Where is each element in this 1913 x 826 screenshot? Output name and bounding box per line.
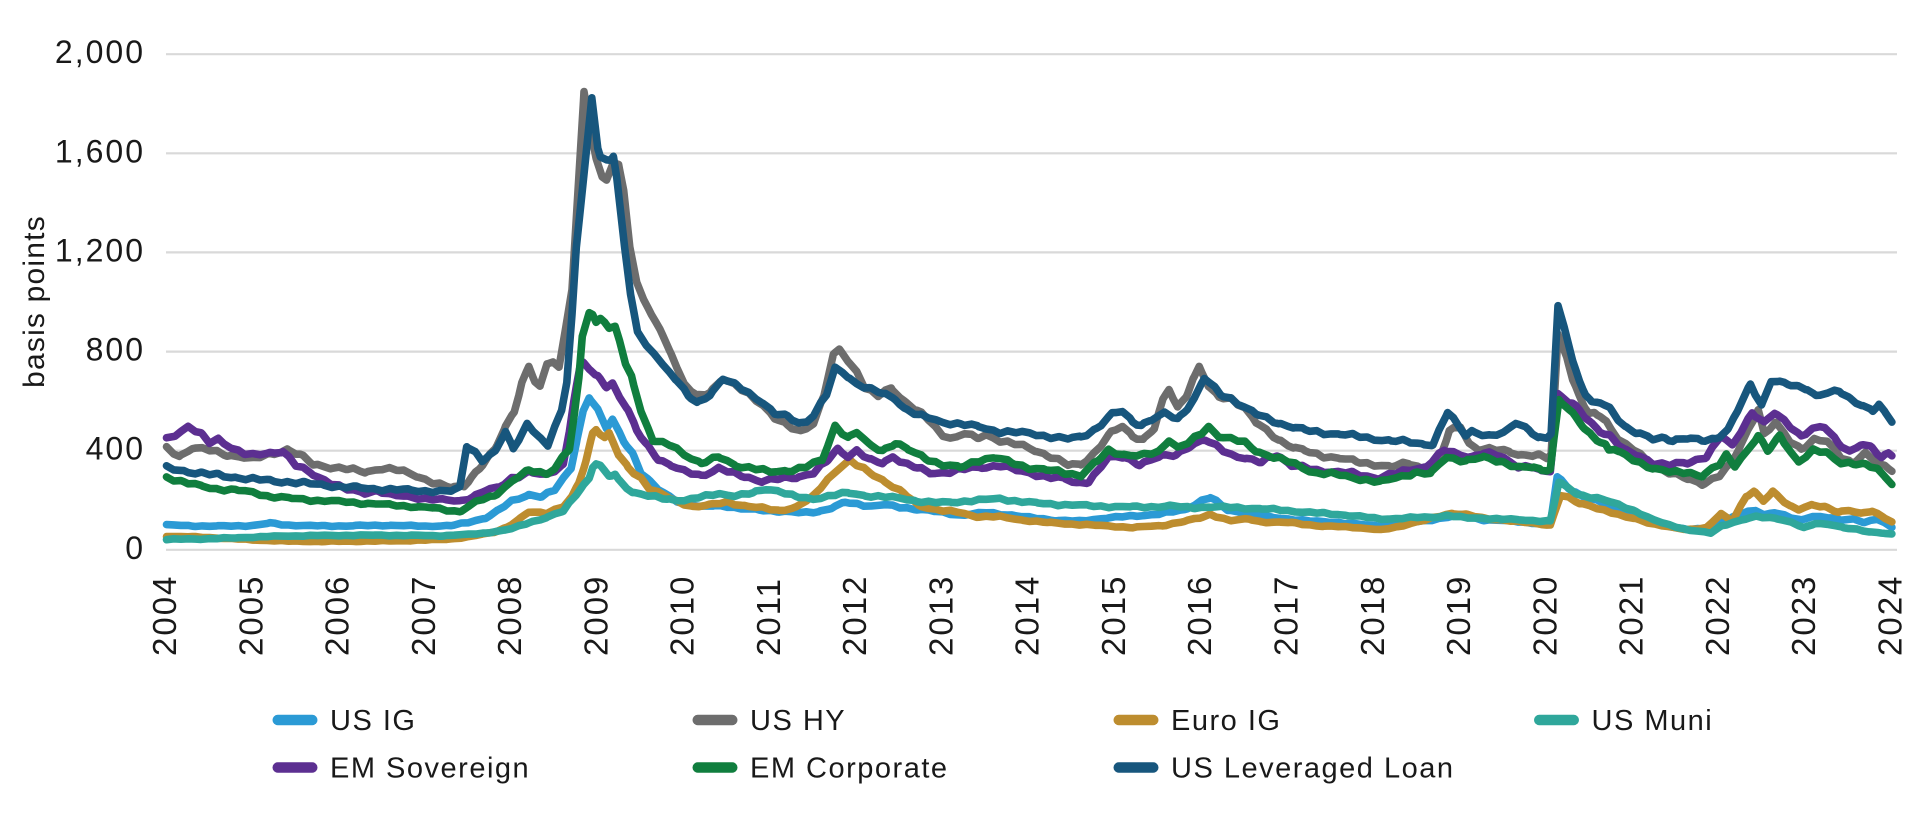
svg-text:2007: 2007 — [405, 575, 442, 656]
svg-text:2021: 2021 — [1613, 575, 1650, 656]
svg-text:EM Sovereign: EM Sovereign — [330, 753, 530, 785]
svg-text:US Muni: US Muni — [1592, 705, 1714, 737]
svg-text:2016: 2016 — [1181, 575, 1218, 656]
svg-text:0: 0 — [125, 530, 145, 566]
svg-text:2009: 2009 — [577, 575, 614, 656]
svg-text:1,200: 1,200 — [55, 232, 145, 268]
svg-text:2008: 2008 — [491, 575, 528, 656]
svg-text:US HY: US HY — [750, 705, 846, 737]
svg-text:US IG: US IG — [330, 705, 416, 737]
svg-text:2006: 2006 — [319, 575, 356, 656]
svg-text:2015: 2015 — [1095, 575, 1132, 656]
svg-text:2014: 2014 — [1009, 575, 1046, 656]
svg-text:2005: 2005 — [232, 575, 269, 656]
svg-text:800: 800 — [86, 332, 145, 368]
svg-text:400: 400 — [86, 431, 145, 467]
svg-text:2024: 2024 — [1871, 575, 1908, 656]
svg-text:US Leveraged Loan: US Leveraged Loan — [1171, 753, 1454, 785]
svg-text:Euro IG: Euro IG — [1171, 705, 1281, 737]
svg-text:EM Corporate: EM Corporate — [750, 753, 949, 785]
svg-text:2004: 2004 — [146, 575, 183, 656]
svg-text:basis points: basis points — [18, 215, 51, 388]
svg-text:2018: 2018 — [1354, 575, 1391, 656]
svg-text:2,000: 2,000 — [55, 34, 145, 70]
svg-text:2012: 2012 — [836, 575, 873, 656]
svg-text:1,600: 1,600 — [55, 133, 145, 169]
svg-text:2022: 2022 — [1699, 575, 1736, 656]
svg-text:2011: 2011 — [750, 577, 787, 656]
svg-text:2010: 2010 — [664, 575, 701, 656]
svg-text:2023: 2023 — [1785, 575, 1822, 656]
svg-text:2020: 2020 — [1526, 575, 1563, 656]
svg-text:2019: 2019 — [1440, 575, 1477, 656]
svg-text:2017: 2017 — [1268, 575, 1305, 656]
svg-text:2013: 2013 — [922, 575, 959, 656]
